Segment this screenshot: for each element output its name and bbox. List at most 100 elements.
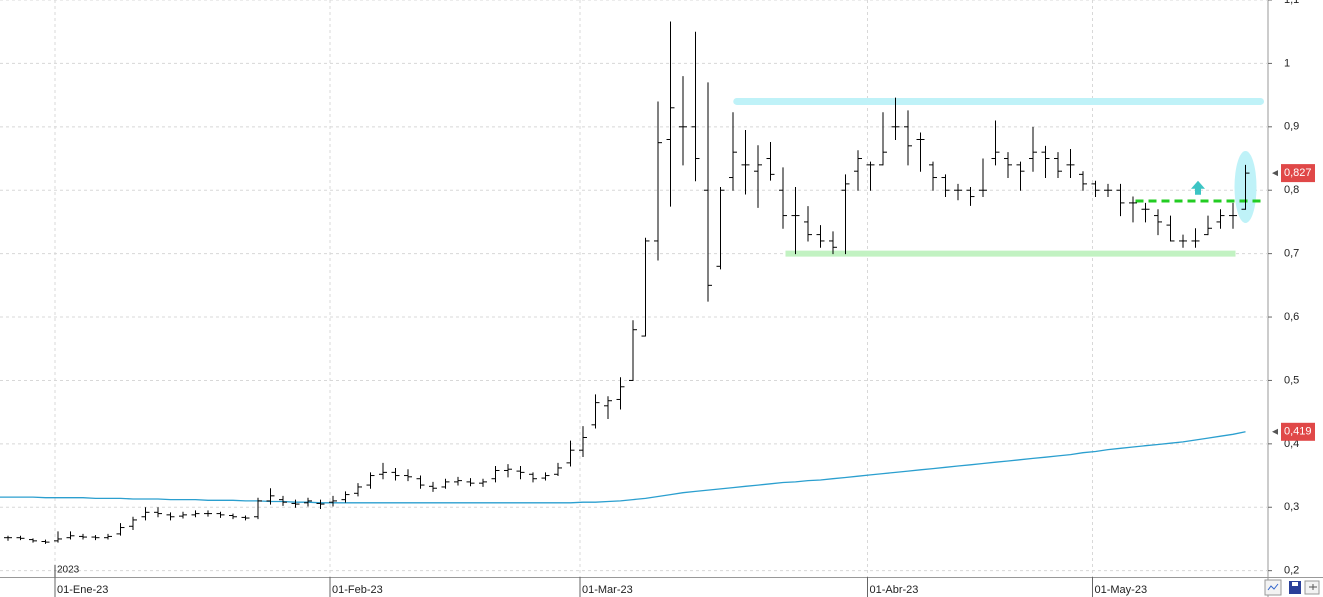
ohlc-bar: [941, 174, 950, 198]
y-tick-label: 0,7: [1284, 248, 1299, 260]
ohlc-bar: [929, 161, 937, 191]
x-tick-label: 01-Feb-23: [332, 584, 383, 596]
ohlc-bar: [604, 396, 612, 419]
y-tick-label: 0,9: [1284, 121, 1299, 133]
ohlc-bar: [441, 478, 450, 489]
ohlc-bar: [1016, 161, 1025, 191]
ohlc-bar: [904, 110, 912, 166]
ohlc-bar: [229, 513, 237, 520]
ohlc-bar: [1204, 215, 1212, 236]
ohlc-bar: [1154, 209, 1162, 236]
ohlc-bar: [316, 499, 325, 510]
y-tick-label: 0,8: [1284, 184, 1299, 196]
ohlc-bar: [416, 475, 425, 489]
ohlc-bar: [691, 31, 700, 182]
ohlc-bar: [391, 467, 400, 481]
ohlc-bar: [1166, 215, 1175, 242]
ohlc-bar: [954, 183, 962, 201]
ohlc-bar: [991, 120, 1000, 166]
ohlc-bar: [866, 161, 875, 191]
ohlc-bar: [379, 462, 387, 480]
ohlc-bar: [641, 237, 650, 337]
ohlc-bar: [104, 533, 112, 540]
ohlc-bar: [1029, 126, 1037, 172]
ohlc-bar: [279, 495, 287, 506]
ohlc-bar: [254, 497, 262, 520]
x-tick-label: 01-Abr-23: [870, 584, 919, 596]
ohlc-bar: [1191, 228, 1200, 248]
price-tag-label: 0,419: [1284, 426, 1312, 438]
plot-area: [0, 0, 1268, 577]
ohlc-bar: [79, 533, 87, 540]
ohlc-bar: [154, 507, 162, 518]
ohlc-bar: [529, 472, 537, 483]
ohlc-bar: [1241, 164, 1250, 210]
ohlc-bar: [1054, 152, 1062, 179]
ohlc-bar: [816, 225, 825, 248]
ohlc-bar: [204, 510, 212, 517]
ohlc-bar: [854, 150, 862, 191]
ohlc-bar: [91, 535, 100, 541]
year-label: 2023: [57, 565, 80, 576]
price-tag: [1281, 422, 1315, 441]
ohlc-bar: [1041, 145, 1050, 179]
ohlc-bar: [491, 466, 500, 483]
price-tag: [1281, 164, 1315, 183]
arrow-up: [1191, 180, 1205, 195]
y-tick-label: 0,5: [1284, 374, 1299, 386]
ohlc-bar: [54, 531, 62, 543]
ohlc-bar: [4, 535, 12, 541]
ohlc-bar: [366, 472, 375, 489]
ohlc-bar: [241, 515, 250, 521]
x-tick-label: 01-May-23: [1095, 584, 1148, 596]
ohlc-bar: [591, 394, 600, 429]
ohlc-bar: [1004, 152, 1012, 179]
toolbar-icon: [1267, 583, 1279, 591]
ohlc-bar: [966, 187, 975, 206]
ohlc-bar: [666, 21, 675, 207]
ohlc-bar: [216, 511, 225, 518]
pin-icon: [1309, 584, 1317, 590]
ohlc-bar: [916, 132, 925, 172]
ohlc-bar: [466, 478, 475, 487]
ohlc-bar: [41, 539, 50, 544]
ohlc-bar: [679, 76, 687, 166]
y-tick-label: 1: [1284, 57, 1290, 69]
x-tick-label: 01-Ene-23: [57, 584, 108, 596]
ohlc-bar: [341, 491, 350, 503]
ohlc-bar: [66, 531, 75, 540]
ohlc-bar: [16, 535, 25, 541]
toolbar: [1264, 579, 1320, 596]
ohlc-bar: [129, 516, 137, 530]
ohlc-bar: [579, 426, 587, 458]
ohlc-bar: [791, 187, 800, 255]
ohlc-bar: [766, 142, 775, 181]
ohlc-bar: [329, 495, 337, 507]
ohlc-bar: [1179, 234, 1187, 248]
ohlc-bar: [179, 511, 187, 519]
ohlc-bar: [654, 101, 662, 261]
ohlc-bar: [429, 481, 437, 492]
ohlc-bar: [166, 512, 175, 521]
price-tag-pointer: [1272, 170, 1278, 177]
ohlc-bar: [891, 97, 900, 140]
ohlc-bar: [479, 478, 487, 487]
ohlc-bar: [754, 145, 762, 208]
ohlc-bar: [804, 206, 812, 242]
x-tick-label: 01-Mar-23: [582, 584, 633, 596]
y-tick-label: 1,1: [1284, 0, 1299, 6]
price-tag-pointer: [1272, 428, 1278, 435]
ohlc-bar: [1066, 149, 1075, 179]
ohlc-bar: [1229, 202, 1237, 229]
ohlc-bar: [1116, 183, 1125, 217]
moving-average: [0, 431, 1246, 504]
ohlc-bar: [729, 112, 737, 191]
y-tick-label: 0,2: [1284, 565, 1299, 577]
ohlc-bar: [516, 466, 525, 480]
ohlc-bar: [454, 476, 462, 486]
y-tick-label: 0,3: [1284, 501, 1299, 513]
ohlc-bar: [504, 464, 512, 478]
y-tick-label: 0,6: [1284, 311, 1299, 323]
ohlc-bar: [29, 538, 37, 543]
